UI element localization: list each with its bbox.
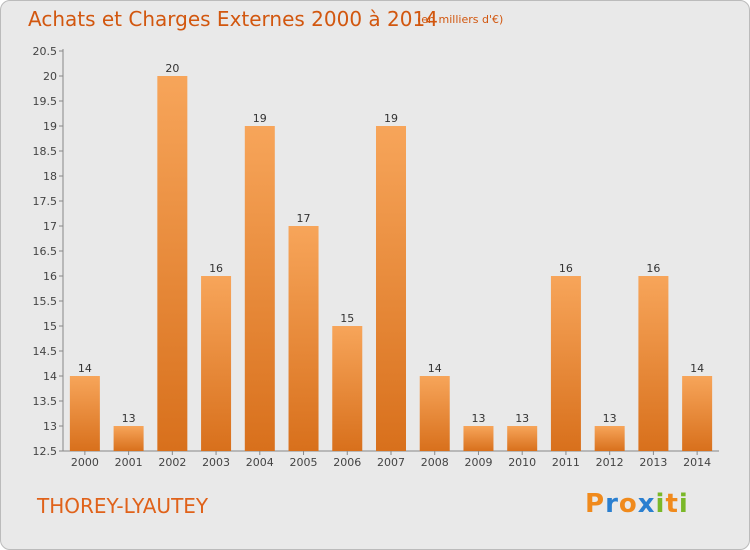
- bar-value-label: 14: [428, 362, 442, 375]
- bar-value-label: 13: [471, 412, 485, 425]
- x-tick-label: 2004: [246, 456, 274, 469]
- bar-value-label: 19: [253, 112, 267, 125]
- bar: [419, 376, 450, 451]
- bar: [201, 276, 232, 451]
- x-tick-label: 2013: [639, 456, 667, 469]
- bar: [463, 426, 494, 451]
- axes: 12.5 13 13.5 14 14.5 15 15.5 16 16.5 17 17.5 18 18.5…: [33, 45, 719, 469]
- y-tick-label: 14.5: [33, 345, 58, 358]
- bar: [682, 376, 713, 451]
- bar-value-label: 16: [559, 262, 573, 275]
- y-tick-label: 15.5: [33, 295, 58, 308]
- bar-value-label: 16: [646, 262, 660, 275]
- bar: [113, 426, 144, 451]
- bar: [594, 426, 625, 451]
- chart-title: Achats et Charges Externes 2000 à 2014: [28, 7, 438, 31]
- x-tick-label: 2009: [464, 456, 492, 469]
- logo-letter: x: [637, 489, 656, 519]
- bar-value-label: 13: [603, 412, 617, 425]
- y-tick-label: 17.5: [33, 195, 58, 208]
- y-tick-label: 20.5: [33, 45, 58, 58]
- x-tick-label: 2000: [71, 456, 99, 469]
- bar: [507, 426, 538, 451]
- x-tick-label: 2011: [552, 456, 580, 469]
- x-tick-label: 2008: [421, 456, 449, 469]
- x-tick-label: 2006: [333, 456, 361, 469]
- bar-value-label: 16: [209, 262, 223, 275]
- bar-value-label: 15: [340, 312, 354, 325]
- bar-value-label: 17: [297, 212, 311, 225]
- y-tick-label: 12.5: [33, 445, 58, 458]
- logo-letter: i: [678, 489, 689, 519]
- y-tick-label: 18.5: [33, 145, 58, 158]
- x-tick-label: 2003: [202, 456, 230, 469]
- unit-note: (en milliers d'€): [417, 13, 504, 26]
- logo-letter: o: [618, 489, 638, 519]
- bar-value-label: 20: [165, 62, 179, 75]
- y-tick-label: 20: [43, 70, 57, 83]
- x-tick-label: 2010: [508, 456, 536, 469]
- bar: [332, 326, 363, 451]
- y-tick-label: 17: [43, 220, 57, 233]
- y-tick-label: 19.5: [33, 95, 58, 108]
- bars: 14 13 20 16 19 17 15 19 14 13 13 16 13 16 14: [69, 62, 713, 451]
- logo-letter: i: [655, 489, 666, 519]
- y-tick-label: 13: [43, 420, 57, 433]
- y-tick-label: 15: [43, 320, 57, 333]
- proxiti-logo: Proxiti: [585, 489, 689, 519]
- x-tick-label: 2005: [290, 456, 318, 469]
- bar: [550, 276, 581, 451]
- y-tick-label: 14: [43, 370, 57, 383]
- bar-value-label: 13: [122, 412, 136, 425]
- bar: [376, 126, 406, 451]
- bar: [288, 226, 319, 451]
- logo-letter: P: [585, 489, 606, 519]
- bar: [244, 126, 275, 451]
- x-tick-label: 2002: [158, 456, 186, 469]
- bar-value-label: 13: [515, 412, 529, 425]
- x-tick-label: 2012: [596, 456, 624, 469]
- bar: [157, 76, 188, 451]
- bar-value-label: 14: [78, 362, 92, 375]
- bar: [638, 276, 669, 451]
- y-tick-label: 18: [43, 170, 57, 183]
- commune-name: THOREY-LYAUTEY: [37, 494, 209, 518]
- bar-value-label: 19: [384, 112, 398, 125]
- bar-value-label: 14: [690, 362, 704, 375]
- logo-letter: t: [665, 489, 679, 519]
- y-tick-label: 13.5: [33, 395, 58, 408]
- x-tick-label: 2001: [115, 456, 143, 469]
- bar: [69, 376, 100, 451]
- x-tick-label: 2014: [683, 456, 711, 469]
- y-tick-label: 16: [43, 270, 57, 283]
- y-tick-label: 16.5: [33, 245, 58, 258]
- x-tick-label: 2007: [377, 456, 405, 469]
- logo-letter: r: [605, 489, 619, 519]
- y-tick-label: 19: [43, 120, 57, 133]
